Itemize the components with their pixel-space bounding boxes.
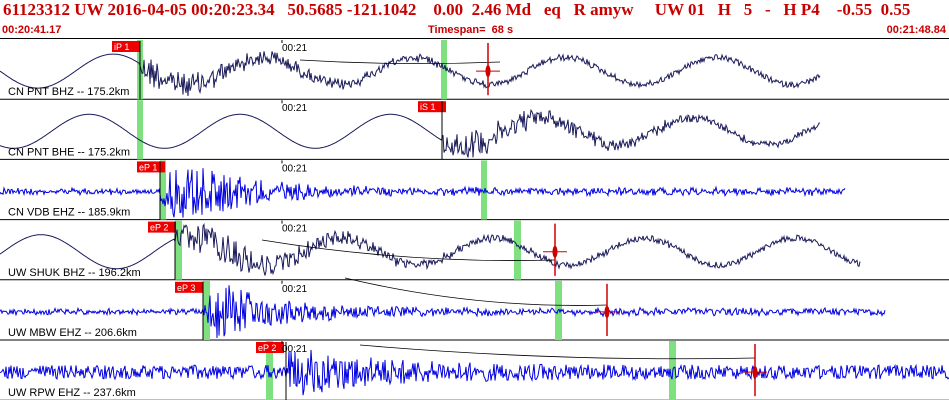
phase-pick-label: eP 2 [258, 343, 276, 353]
time-window[interactable] [481, 160, 487, 220]
waveform-trace[interactable] [0, 51, 821, 97]
travel-time-curve [344, 277, 608, 306]
timespan: Timespan= 68 s [428, 24, 514, 36]
phase-pick-label: eP 3 [177, 283, 195, 293]
time-window[interactable] [441, 40, 447, 100]
time-window[interactable] [175, 220, 182, 280]
phase-pick-box[interactable] [175, 281, 203, 293]
phase-pick-label: iS 1 [420, 102, 436, 112]
time-window[interactable] [514, 220, 521, 280]
station-label: CN VDB EHZ -- 185.9km [8, 207, 130, 219]
time-window[interactable] [266, 341, 273, 400]
phase-pick-label: eP 2 [150, 223, 168, 233]
minute-tick-label: 00:21 [282, 284, 307, 295]
phase-pick-box[interactable] [112, 41, 140, 52]
end-time: 00:21:48.84 [886, 24, 946, 36]
phase-pick-box[interactable] [137, 161, 165, 173]
station-label: CN PNT BHE -- 175.2km [8, 146, 130, 158]
minute-tick-label: 00:21 [282, 344, 307, 355]
travel-time-curve [299, 59, 501, 64]
waveform-trace[interactable] [0, 349, 949, 396]
time-window[interactable] [137, 100, 143, 160]
minute-tick-label: 00:21 [282, 224, 307, 235]
phase-pick-label: eP 1 [139, 162, 157, 172]
time-window[interactable] [160, 160, 166, 220]
phase-pick-box[interactable] [256, 342, 284, 353]
event-title: 61123312 UW 2016-04-05 00:20:23.34 50.56… [3, 0, 911, 19]
station-label: UW SHUK BHZ -- 196.2km [8, 267, 141, 279]
phase-pick-box[interactable] [418, 101, 446, 113]
minute-tick-label: 00:21 [282, 163, 307, 174]
station-label: UW RPW EHZ -- 237.6km [8, 387, 136, 399]
waveform-trace[interactable] [0, 285, 886, 339]
minute-tick-label: 00:21 [282, 43, 307, 54]
travel-time-curve [261, 239, 556, 261]
station-label: CN PNT BHZ -- 175.2km [8, 86, 129, 98]
start-time: 00:20:41.17 [2, 24, 62, 36]
phase-pick-box[interactable] [148, 221, 176, 233]
station-label: UW MBW EHZ -- 206.6km [8, 327, 137, 339]
waveform-trace[interactable] [0, 168, 846, 218]
waveform-trace[interactable] [0, 222, 861, 276]
time-window[interactable] [203, 280, 210, 340]
waveform-trace[interactable] [0, 108, 821, 158]
header-bar: 61123312 UW 2016-04-05 00:20:23.34 50.56… [0, 0, 949, 38]
phase-pick-label: iP 1 [114, 42, 129, 52]
header-divider [0, 38, 949, 39]
minute-tick-label: 00:21 [282, 103, 307, 114]
travel-time-curve [359, 344, 756, 360]
